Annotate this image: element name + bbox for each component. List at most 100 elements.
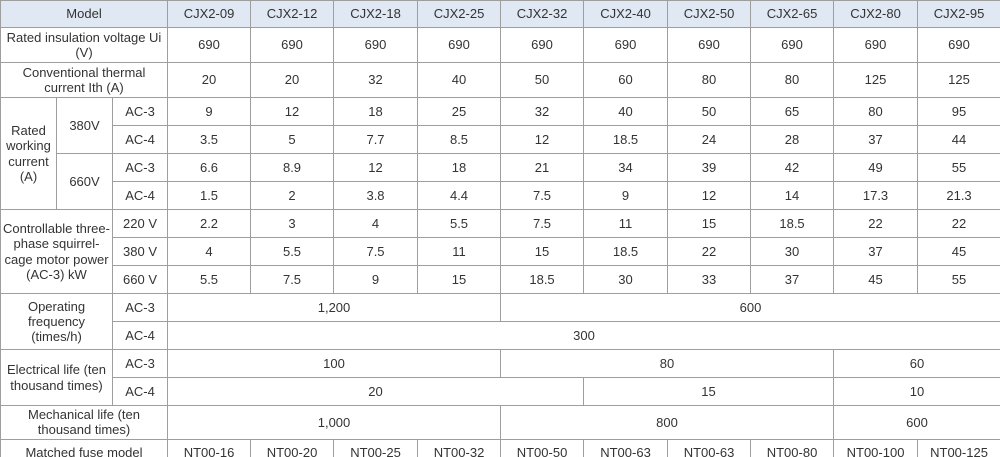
value-cell: 125 xyxy=(833,62,919,98)
value-cell: 95 xyxy=(917,97,1000,126)
value-cell: 690 xyxy=(833,27,919,63)
row-label: Rated working current (A) xyxy=(0,97,57,210)
value-cell: 55 xyxy=(917,153,1000,182)
value-cell: NT00-50 xyxy=(500,438,585,457)
value-cell: 18 xyxy=(333,97,419,126)
value-cell: 690 xyxy=(500,27,585,63)
value-cell: 14 xyxy=(750,181,835,210)
value-cell: 15 xyxy=(583,377,835,406)
value-cell: 7.5 xyxy=(500,181,585,210)
value-cell: 32 xyxy=(500,97,585,126)
value-cell: 5 xyxy=(250,125,335,154)
table-row: 660V AC-3 6.6 8.9 12 18 21 34 39 42 49 55 xyxy=(1,153,1000,210)
value-cell: 49 xyxy=(833,153,919,182)
table-row: 380 V 4 5.5 7.5 11 15 18.5 22 30 37 45 xyxy=(1,237,1000,266)
table-row: Rated working current (A) 380V AC-3 9 12 18 25… xyxy=(0,97,1000,210)
table-row: Controllable three-phase squirrel-cage m… xyxy=(0,209,1000,294)
sub-row-label: 380 V xyxy=(111,237,169,266)
table-row: AC-4 300 xyxy=(1,321,1000,350)
model-column-header: CJX2-80 xyxy=(833,0,919,28)
value-cell: 80 xyxy=(833,97,919,126)
value-cell: 8.5 xyxy=(417,125,502,154)
sub-row-label: AC-4 xyxy=(111,321,169,350)
model-header-row: Model CJX2-09 CJX2-12 CJX2-18 CJX2-25 CJX2-32… xyxy=(0,0,1000,28)
value-cell: 600 xyxy=(833,405,1000,440)
value-cell: 690 xyxy=(333,27,419,63)
value-cell: 45 xyxy=(833,265,919,294)
value-cell: 690 xyxy=(250,27,335,63)
value-cell: 18 xyxy=(417,153,502,182)
value-cell: 12 xyxy=(250,97,335,126)
sub-row-label: AC-3 xyxy=(111,349,169,378)
value-cell: 690 xyxy=(917,27,1000,63)
row-label: Electrical life (ten thousand times) xyxy=(0,349,113,406)
value-cell: 4 xyxy=(333,209,419,238)
table-row: Rated insulation voltage Ui (V) 690 690 690… xyxy=(0,27,1000,63)
sub-row-label: AC-4 xyxy=(111,125,169,154)
value-cell: 18.5 xyxy=(583,125,669,154)
value-cell: 20 xyxy=(167,62,252,98)
model-column-header: CJX2-12 xyxy=(250,0,335,28)
value-cell: 17.3 xyxy=(833,181,919,210)
value-cell: NT00-80 xyxy=(750,438,835,457)
value-cell: 4.4 xyxy=(417,181,502,210)
value-cell: 44 xyxy=(917,125,1000,154)
table-row: 660 V 5.5 7.5 9 15 18.5 30 33 37 45 55 xyxy=(1,265,1000,294)
value-cell: NT00-25 xyxy=(333,438,419,457)
model-column-header: CJX2-65 xyxy=(750,0,835,28)
value-cell: 60 xyxy=(833,349,1000,378)
value-cell: 690 xyxy=(417,27,502,63)
value-cell: 3.8 xyxy=(333,181,419,210)
value-cell: 690 xyxy=(750,27,835,63)
value-cell: 20 xyxy=(250,62,335,98)
value-cell: 37 xyxy=(750,265,835,294)
value-cell: 800 xyxy=(500,405,835,440)
value-cell: 18.5 xyxy=(750,209,835,238)
value-cell: 50 xyxy=(500,62,585,98)
value-cell: 28 xyxy=(750,125,835,154)
value-cell: 690 xyxy=(167,27,252,63)
value-cell: 11 xyxy=(417,237,502,266)
sub-row-label: 380V xyxy=(56,97,113,154)
value-cell: 7.5 xyxy=(250,265,335,294)
value-cell: 5.5 xyxy=(250,237,335,266)
value-cell: 22 xyxy=(667,237,752,266)
value-cell: 42 xyxy=(750,153,835,182)
value-cell: 15 xyxy=(500,237,585,266)
model-column-header: CJX2-25 xyxy=(417,0,502,28)
value-cell: 32 xyxy=(333,62,419,98)
model-column-header: CJX2-18 xyxy=(333,0,419,28)
value-cell: NT00-63 xyxy=(667,438,752,457)
value-cell: 65 xyxy=(750,97,835,126)
value-cell: 15 xyxy=(417,265,502,294)
model-column-header: CJX2-32 xyxy=(500,0,585,28)
row-label: Mechanical life (ten thousand times) xyxy=(0,405,169,440)
value-cell: 30 xyxy=(583,265,669,294)
value-cell: NT00-125 xyxy=(917,438,1000,457)
value-cell: 22 xyxy=(917,209,1000,238)
value-cell: 3 xyxy=(250,209,335,238)
value-cell: 5.5 xyxy=(417,209,502,238)
table-row: Conventional thermal current Ith (A) 20 20… xyxy=(0,62,1000,98)
model-column-header: CJX2-09 xyxy=(167,0,252,28)
value-cell: 3.5 xyxy=(167,125,252,154)
value-cell: 33 xyxy=(667,265,752,294)
value-cell: 125 xyxy=(917,62,1000,98)
value-cell: 5.5 xyxy=(167,265,252,294)
sub-row-label: AC-4 xyxy=(111,181,169,210)
sub-row-label: AC-3 xyxy=(111,153,169,182)
value-cell: 18.5 xyxy=(583,237,669,266)
sub-row-label: AC-4 xyxy=(111,377,169,406)
value-cell: 11 xyxy=(583,209,669,238)
value-cell: 39 xyxy=(667,153,752,182)
value-cell: 600 xyxy=(500,293,1000,322)
value-cell: 1,000 xyxy=(167,405,502,440)
model-column-header: CJX2-50 xyxy=(667,0,752,28)
sub-row-label: 220 V xyxy=(111,209,169,238)
model-column-header: CJX2-95 xyxy=(917,0,1000,28)
row-label: Matched fuse model xyxy=(0,438,169,457)
value-cell: 9 xyxy=(583,181,669,210)
value-cell: 7.7 xyxy=(333,125,419,154)
